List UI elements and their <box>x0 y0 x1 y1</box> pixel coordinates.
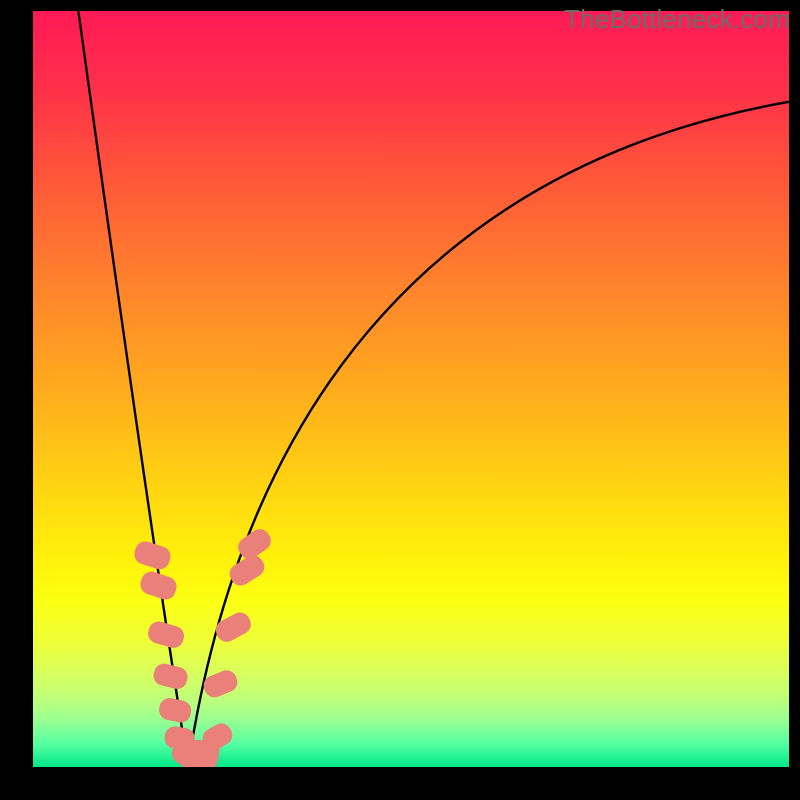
watermark-text: TheBottleneck.com <box>564 4 790 35</box>
data-marker <box>151 661 189 691</box>
data-marker <box>132 539 173 572</box>
marker-group <box>132 525 275 767</box>
data-marker <box>212 609 254 645</box>
curve-layer <box>33 11 789 767</box>
data-marker <box>146 619 187 650</box>
plot-area <box>33 11 789 767</box>
curve-left-branch <box>78 11 188 767</box>
curve-right-branch <box>188 102 789 767</box>
data-marker <box>138 569 179 602</box>
data-marker <box>157 696 193 724</box>
chart-stage: TheBottleneck.com <box>0 0 800 800</box>
